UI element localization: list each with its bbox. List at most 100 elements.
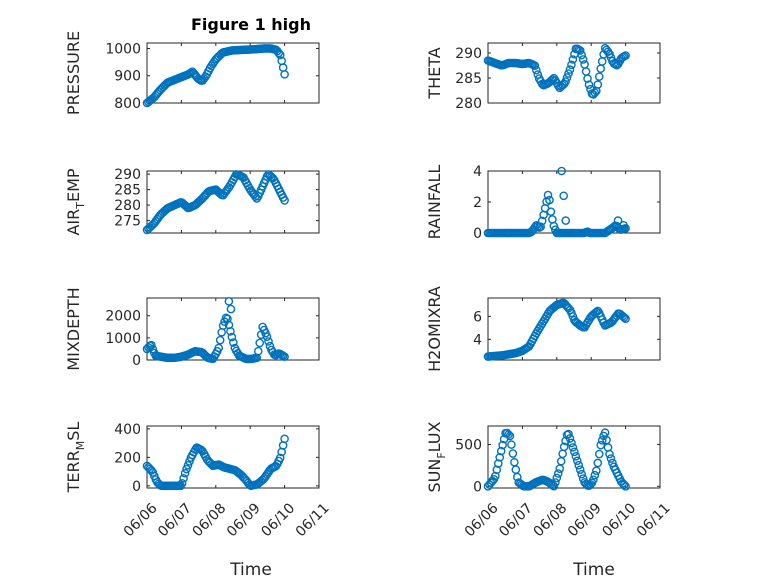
- y-axis-label: H2OMIXRA: [425, 286, 444, 372]
- x-axis-label-left: Time: [229, 560, 272, 580]
- data-point: [571, 451, 581, 461]
- y-tick-label: 285: [114, 183, 141, 199]
- y-tick-label: 290: [114, 167, 141, 183]
- data-point: [564, 429, 573, 439]
- data-point: [597, 436, 607, 445]
- y-tick-label: 1000: [105, 41, 141, 57]
- data-point: [567, 60, 576, 70]
- data-point: [275, 453, 285, 463]
- data-point: [561, 216, 571, 225]
- x-tick-label: 06/10: [599, 500, 639, 540]
- y-axis-label: RAINFALL: [425, 165, 444, 240]
- data-point: [147, 340, 156, 350]
- y-tick-label: 4: [473, 164, 482, 180]
- axes-box: [487, 42, 661, 104]
- data-point: [505, 431, 515, 441]
- data-point: [504, 430, 513, 439]
- data-point: [280, 434, 289, 444]
- data-point: [593, 80, 603, 89]
- data-point: [280, 70, 289, 79]
- data-point: [561, 77, 570, 86]
- data-point: [274, 48, 284, 58]
- data-point: [568, 443, 578, 452]
- y-tick-label: 290: [455, 46, 482, 62]
- data-point: [253, 346, 263, 356]
- data-point: [229, 338, 238, 347]
- data-point: [227, 332, 237, 342]
- data-point: [552, 473, 562, 483]
- data-point: [498, 440, 507, 450]
- data-point: [621, 482, 630, 491]
- data-point: [619, 313, 629, 322]
- x-tick-label: 06/09: [224, 500, 264, 540]
- data-point: [533, 222, 543, 231]
- data-point: [619, 220, 628, 230]
- data-point: [605, 449, 614, 459]
- data-point: [532, 65, 541, 75]
- data-point: [551, 478, 560, 487]
- data-point: [549, 481, 559, 491]
- data-point: [596, 440, 606, 450]
- data-point: [491, 471, 500, 481]
- data-point: [214, 343, 224, 353]
- figure-title: Figure 1 high: [191, 15, 311, 34]
- y-tick-label: 280: [114, 198, 141, 214]
- x-axis-label-right: Time: [572, 560, 615, 580]
- y-tick-label: 900: [114, 69, 141, 85]
- data-point: [574, 460, 584, 470]
- y-tick-label: 2000: [105, 309, 141, 325]
- data-point: [568, 55, 578, 64]
- data-point: [567, 438, 576, 448]
- data-point: [536, 222, 545, 232]
- data-point: [182, 464, 191, 474]
- data-point: [507, 440, 516, 449]
- subplot-terr-msl: 0 200 400 TERRMSL 06/0606/0706/0806/0906/100…: [64, 422, 333, 541]
- y-tick-label: 200: [114, 450, 141, 466]
- x-tick-label: 06/10: [258, 500, 298, 540]
- subplot-h2omixra: 4 6 H2OMIXRA: [425, 286, 661, 372]
- data-point: [226, 304, 236, 314]
- data-point: [255, 338, 265, 348]
- y-axis-label: THETA: [425, 47, 444, 99]
- data-point: [593, 458, 603, 468]
- y-axis-label: MIXDEPTH: [64, 287, 83, 370]
- x-tick-label: 06/09: [565, 500, 605, 540]
- x-tick-label: 06/06: [121, 500, 161, 540]
- subplot-sun-flux: 0 500 SUNFLUX 06/0606/0706/0806/0906/1006/1…: [425, 421, 674, 540]
- data-point: [496, 446, 506, 456]
- data-point: [183, 460, 193, 470]
- y-tick-label: 0: [473, 226, 482, 242]
- y-tick-label: 0: [473, 479, 482, 495]
- data-point: [179, 473, 188, 483]
- x-tick-label: 06/07: [155, 500, 195, 540]
- data-point: [543, 190, 553, 200]
- y-tick-label: 1000: [105, 331, 141, 347]
- data-point: [619, 480, 629, 490]
- data-point: [559, 442, 569, 452]
- data-point: [606, 454, 616, 463]
- y-tick-label: 500: [455, 437, 482, 453]
- data-point: [584, 80, 594, 89]
- data-point: [575, 465, 585, 474]
- data-point: [564, 69, 573, 78]
- data-point: [508, 449, 518, 458]
- x-tick-label: 06/08: [531, 500, 571, 540]
- data-point: [218, 321, 228, 330]
- y-tick-label: 6: [473, 309, 482, 325]
- data-point: [590, 470, 600, 480]
- subplot-pressure: 800 900 1000 PRESSURE: [64, 31, 320, 115]
- y-axis-label: PRESSURE: [64, 31, 83, 115]
- y-axis-label: AIRTEMP: [64, 168, 87, 235]
- data-point: [578, 55, 588, 64]
- x-tick-label: 06/08: [190, 500, 230, 540]
- data-point: [553, 469, 563, 478]
- subplot-rainfall: 0 2 4 RAINFALL: [425, 164, 661, 242]
- data-point: [570, 447, 579, 457]
- y-tick-label: 2: [473, 195, 482, 211]
- data-point: [594, 449, 604, 459]
- x-tick-label: 06/06: [462, 500, 502, 540]
- y-axis-label: SUNFLUX: [425, 421, 448, 492]
